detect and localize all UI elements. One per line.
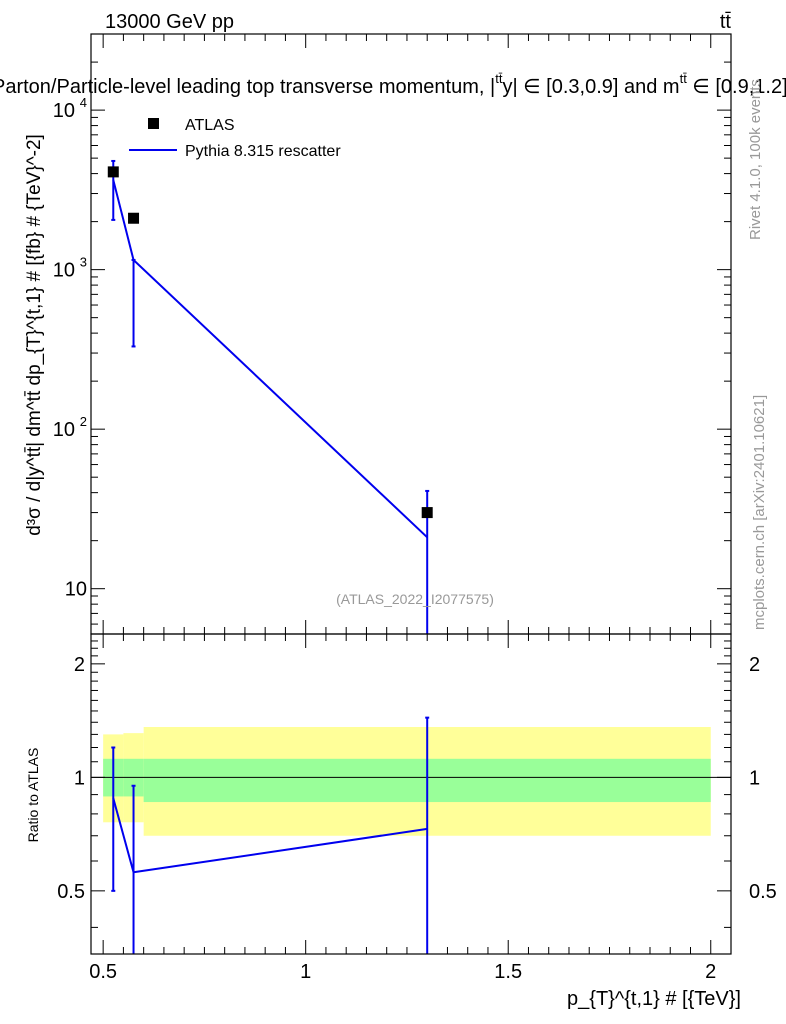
legend-mc-label: Pythia 8.315 rescatter bbox=[185, 143, 341, 160]
y-axis-label-main: d³σ / d|y^tt̄| dm^tt̄ dp_{T}^{t,1} # [{f… bbox=[24, 134, 45, 536]
title-rest: | ∈ [0.3,0.9] and m bbox=[512, 76, 679, 98]
watermark: (ATLAS_2022_I2077575) bbox=[336, 591, 494, 607]
ratio-y-tick-label-right: 1 bbox=[749, 767, 760, 789]
x-axis-label: p_{T}^{t,1} # [{TeV}] bbox=[567, 988, 741, 1010]
rivet-label: Rivet 4.1.0, 100k events bbox=[747, 79, 764, 240]
main-y-tick-label: 10 bbox=[53, 419, 75, 441]
title-m-sup: tt̄ bbox=[680, 71, 688, 86]
mc-series-line bbox=[112, 179, 428, 539]
data-point bbox=[128, 212, 140, 224]
plot-title: Parton/Particle-level leading top transv… bbox=[0, 71, 786, 98]
mcplots-label: mcplots.cern.ch [arXiv:2401.10621] bbox=[751, 395, 768, 630]
main-y-tick-label: 10 bbox=[53, 100, 75, 122]
x-tick-label: 1 bbox=[300, 961, 311, 983]
y-axis-label-ratio: Ratio to ATLAS bbox=[25, 748, 41, 843]
legend-data-label: ATLAS bbox=[185, 117, 235, 134]
ratio-y-tick-label-right: 0.5 bbox=[749, 881, 777, 903]
title-mid: y bbox=[502, 76, 512, 98]
energy-label: 13000 GeV pp bbox=[105, 11, 234, 33]
main-y-tick-exponent: 2 bbox=[80, 414, 87, 429]
main-y-tick-label: 10 bbox=[53, 260, 75, 282]
title-end: ∈ [0.9,1.2] TeV bbox=[687, 76, 786, 98]
ratio-y-tick-label-left: 0.5 bbox=[57, 881, 85, 903]
legend-data-marker bbox=[148, 118, 159, 129]
ratio-y-tick-label-left: 1 bbox=[74, 767, 85, 789]
x-tick-label: 0.5 bbox=[89, 961, 117, 983]
main-y-tick-exponent: 4 bbox=[80, 95, 87, 110]
main-y-tick-label: 10 bbox=[65, 579, 87, 601]
data-point bbox=[107, 166, 119, 178]
title-prefix: Parton/Particle-level leading top transv… bbox=[0, 76, 495, 98]
x-tick-label: 1.5 bbox=[494, 961, 522, 983]
main-y-tick-exponent: 3 bbox=[80, 255, 87, 270]
title-y-sup: tt̄ bbox=[495, 71, 503, 86]
ratio-y-tick-label-left: 2 bbox=[74, 654, 85, 676]
process-label: tt̄ bbox=[720, 11, 732, 33]
data-point bbox=[421, 507, 433, 519]
ratio-y-tick-label-right: 2 bbox=[749, 654, 760, 676]
x-tick-label: 2 bbox=[705, 961, 716, 983]
ratio-panel-frame bbox=[90, 633, 732, 955]
